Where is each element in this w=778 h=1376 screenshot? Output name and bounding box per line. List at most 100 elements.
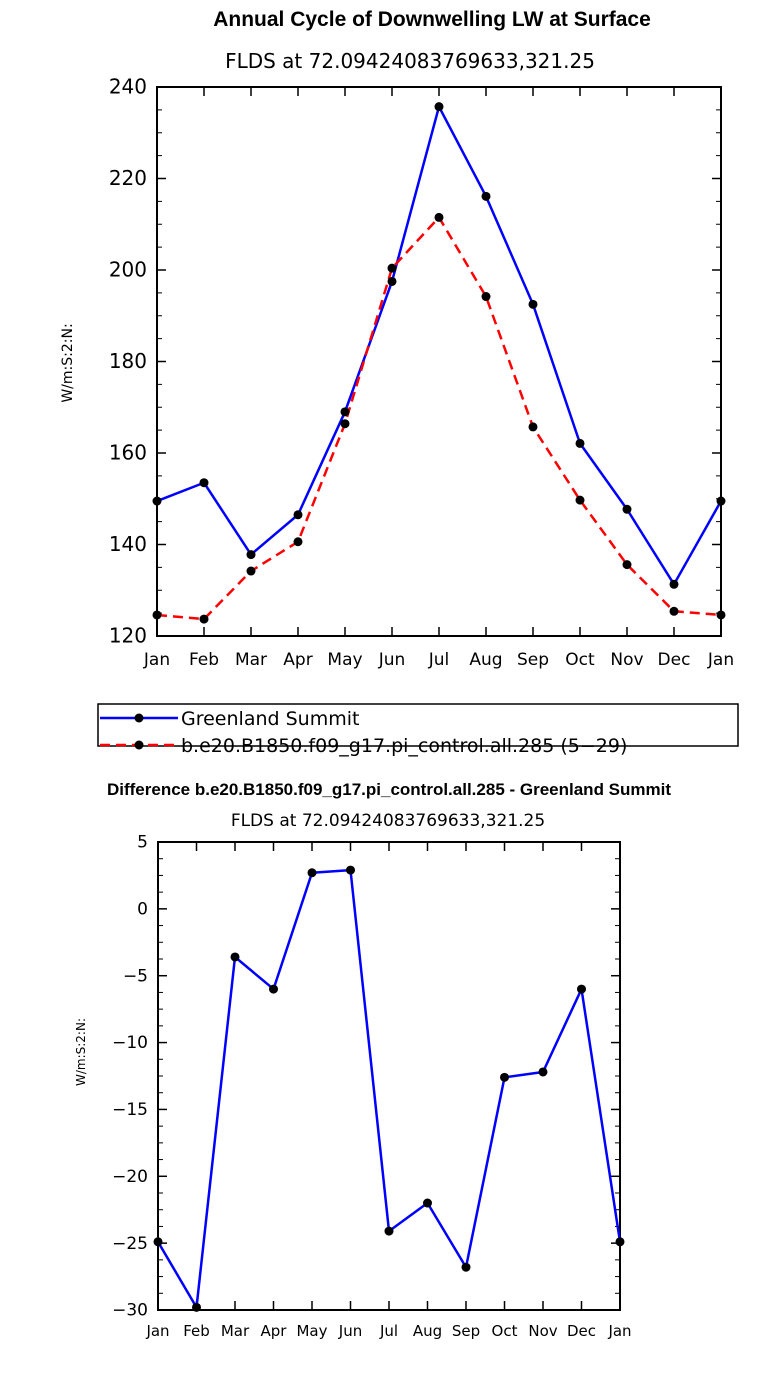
chart1-legend: Greenland Summit b.e20.B1850.f09_g17.pi_… (97, 703, 739, 757)
legend-label-series-2: b.e20.B1850.f09_g17.pi_control.all.285 (… (181, 735, 627, 757)
c1-xtick-label: Sep (517, 650, 549, 670)
c2-series-1-line (156, 868, 622, 1309)
c2-series-1-point (423, 1198, 432, 1208)
c2-xtick-label: Sep (452, 1322, 480, 1340)
chart-annual-cycle: Annual Cycle of Downwelling LW at Surfac… (60, 8, 739, 757)
c2-series-1-point (192, 1302, 201, 1312)
legend-label-series-1: Greenland Summit (181, 708, 359, 730)
c1-xtick-label: Jan (143, 650, 170, 670)
c1-ytick-label: 220 (109, 166, 147, 190)
c1-series-2-point (669, 606, 679, 616)
c1-xtick-label: Nov (610, 650, 643, 670)
c1-series-1-point (199, 478, 209, 488)
chart1-y-axis-label: W/m:S:2:N: (60, 323, 76, 402)
c2-ytick-label: −25 (112, 1234, 148, 1254)
c1-ytick-label: 240 (109, 75, 147, 99)
chart2-title: Difference b.e20.B1850.f09_g17.pi_contro… (107, 780, 671, 799)
c1-series-1-point (716, 496, 726, 506)
c1-series-1-point (622, 504, 632, 514)
c2-xtick-label: May (296, 1322, 327, 1340)
c2-xtick-label: Feb (183, 1322, 210, 1340)
c2-series-1-point (461, 1262, 471, 1272)
chart1-subtitle: FLDS at 72.09424083769633,321.25 (225, 49, 595, 73)
legend-frame (97, 703, 739, 747)
c2-series-1-point (615, 1237, 625, 1247)
c2-ytick-label: −30 (112, 1301, 148, 1321)
chart2-y-axis-label: W/m:S:2:N: (74, 1018, 88, 1086)
c2-series-1-point (538, 1067, 548, 1077)
chart2-x-ticks: Jan Feb Mar Apr May Jun Jul Aug Sep Oct Nov Dec Jan (145, 842, 632, 1340)
c1-xtick-label: Aug (469, 650, 502, 670)
c1-series-2-point (387, 263, 397, 273)
c1-xtick-label: Dec (658, 650, 691, 670)
c1-series-1-point (575, 438, 585, 448)
c1-series-1-point (293, 510, 303, 520)
c1-series-1-point (387, 276, 397, 286)
chart2-series (153, 865, 625, 1312)
c2-xtick-label: Oct (492, 1322, 518, 1340)
c1-ytick-label: 160 (109, 441, 147, 465)
chart2-plot-frame (157, 841, 621, 1311)
c1-ytick-label: 180 (109, 349, 147, 373)
c2-xtick-label: Jul (379, 1322, 398, 1340)
c2-xtick-label: Mar (221, 1322, 250, 1340)
c2-ytick-label: −10 (112, 1033, 148, 1053)
c2-series-1-point (577, 984, 586, 994)
c1-xtick-label: Apr (283, 650, 312, 670)
c1-series-1-point (481, 191, 491, 201)
c2-xtick-label: Jan (607, 1322, 631, 1340)
c2-series-1-point (384, 1226, 394, 1236)
c1-series-2-line (156, 216, 722, 621)
c1-ytick-label: 140 (109, 532, 147, 556)
c1-series-2-point (293, 537, 303, 547)
c2-xtick-label: Jun (338, 1322, 362, 1340)
c2-ytick-label: −20 (112, 1167, 148, 1187)
c1-series-1-point (340, 407, 350, 417)
c2-ytick-label: −15 (112, 1100, 148, 1120)
c2-xtick-label: Nov (528, 1322, 557, 1340)
c1-xtick-label: Feb (189, 650, 219, 670)
c2-series-1-point (269, 984, 278, 994)
c1-series-1-point (434, 102, 444, 112)
c1-series-2-point (199, 614, 209, 624)
chart-difference: Difference b.e20.B1850.f09_g17.pi_contro… (74, 780, 671, 1340)
chart2-y-ticks: 5 0 −5 −10 −15 −20 −25 −30 (112, 833, 620, 1321)
c2-ytick-label: −5 (123, 966, 148, 986)
c2-ytick-label: 5 (137, 833, 148, 853)
c1-series-2-point (340, 419, 350, 429)
c1-series-2-point (716, 610, 726, 620)
c1-series-2-point (152, 610, 162, 620)
c2-series-1-point (500, 1072, 509, 1082)
chart1-title: Annual Cycle of Downwelling LW at Surfac… (213, 8, 651, 31)
c1-xtick-label: Mar (235, 650, 267, 670)
c1-series-1-point (669, 579, 679, 589)
c1-series-2-point (434, 212, 444, 222)
legend-marker-series-1 (134, 713, 144, 723)
c1-ytick-label: 200 (109, 258, 147, 282)
c1-ytick-label: 120 (109, 624, 147, 648)
chart1-y-ticks: 120 140 160 180 200 220 240 (109, 75, 721, 648)
c2-xtick-label: Jan (145, 1322, 169, 1340)
c2-xtick-label: Apr (261, 1322, 288, 1340)
c2-series-1-point (230, 952, 240, 962)
c1-xtick-label: May (327, 650, 362, 670)
c1-series-1-point (152, 496, 162, 506)
c2-series-1-point (307, 868, 317, 878)
c1-series-1-line (156, 105, 723, 586)
c1-xtick-label: Jun (378, 650, 406, 670)
c1-series-2-point (622, 560, 632, 570)
c1-xtick-label: Jul (428, 650, 450, 670)
c1-series-2-point (528, 422, 538, 432)
c1-series-2-point (246, 566, 256, 576)
c2-series-1-point (153, 1237, 163, 1247)
c2-xtick-label: Aug (413, 1322, 442, 1340)
c1-series-2-point (575, 495, 585, 505)
legend-marker-series-2 (134, 740, 144, 750)
c1-series-2-point (481, 292, 491, 302)
chart2-subtitle: FLDS at 72.09424083769633,321.25 (231, 811, 545, 831)
c2-series-1-point (346, 865, 355, 875)
c1-xtick-label: Oct (565, 650, 595, 670)
chart1-x-ticks: Jan Feb Mar Apr May Jun Jul Aug Sep Oct Nov Dec Jan (143, 87, 734, 670)
chart1-series (152, 102, 726, 624)
